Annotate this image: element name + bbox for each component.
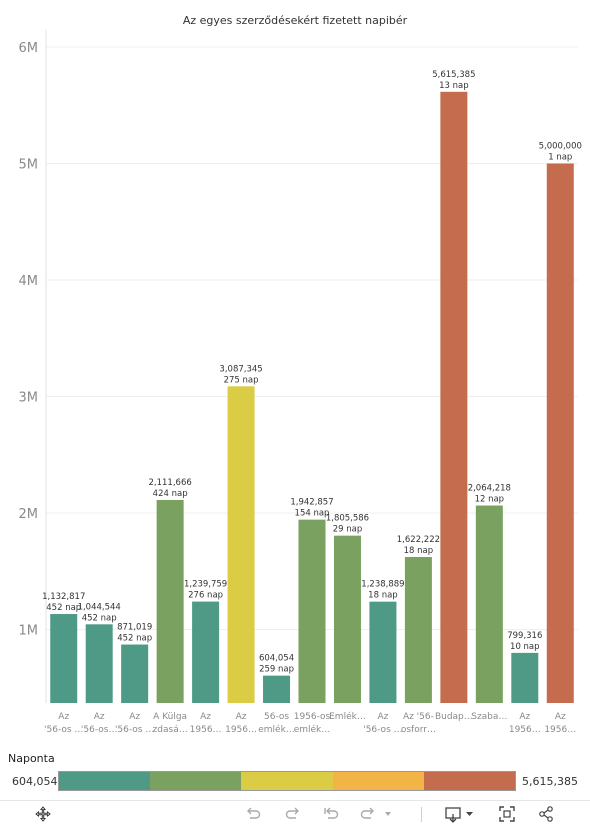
color-legend-bar[interactable] (58, 771, 516, 791)
x-tick-label-12: Szaba… (471, 712, 507, 722)
move-icon[interactable] (32, 803, 54, 825)
bar-days-label-5: 275 nap (224, 375, 259, 385)
bar-13 (511, 652, 539, 703)
chart-title: Az egyes szerződésekért fizetett napibér (182, 14, 408, 27)
bar-11 (440, 91, 468, 704)
bar-days-label-10: 18 nap (404, 546, 434, 556)
x-tick-label-line2-5: 1956… (225, 725, 257, 735)
bar-days-label-11: 13 nap (439, 81, 469, 91)
bar-value-label-13: 799,316 (507, 631, 542, 641)
legend-segment-3 (332, 772, 424, 790)
x-tick-label-13: Az (519, 712, 530, 722)
undo-icon[interactable] (242, 803, 264, 825)
bar-days-label-9: 18 nap (368, 591, 398, 601)
bar-days-label-2: 452 nap (117, 634, 152, 644)
redo-icon[interactable] (282, 803, 304, 825)
bar-days-label-8: 29 nap (333, 525, 363, 535)
bar-days-label-13: 10 nap (510, 642, 540, 652)
bar-7 (298, 519, 326, 703)
x-tick-label-14: Az (555, 712, 566, 722)
viz-toolbar (0, 800, 590, 827)
x-tick-label-4: Az (200, 712, 211, 722)
fullscreen-icon[interactable] (496, 803, 518, 825)
x-tick-label-11: Budap… (435, 712, 473, 722)
legend-title: Naponta (8, 752, 55, 765)
bar-10 (404, 557, 432, 703)
x-tick-label-5: Az (236, 712, 247, 722)
bar-14 (546, 163, 574, 703)
bar-value-label-1: 1,044,544 (78, 602, 121, 612)
bar-value-label-2: 871,019 (117, 623, 152, 633)
bar-value-label-7: 1,942,857 (290, 498, 333, 508)
legend-segment-0 (59, 772, 151, 790)
x-tick-label-1: Az (94, 712, 105, 722)
bar-value-label-6: 604,054 (259, 654, 294, 664)
x-tick-label-8: Emlék… (329, 711, 366, 722)
y-tick-label-5: 6M (19, 41, 39, 56)
x-tick-label-line2-13: 1956… (509, 725, 541, 735)
share-icon[interactable] (535, 803, 557, 825)
bar-0 (50, 614, 78, 703)
revert-icon[interactable] (320, 803, 342, 825)
bar-days-label-14: 1 nap (548, 153, 572, 163)
bar-value-label-5: 3,087,345 (219, 364, 262, 374)
x-tick-label-line2-4: 1956… (190, 725, 222, 735)
bar-value-label-3: 2,111,666 (149, 478, 192, 488)
bar-days-label-1: 452 nap (82, 613, 117, 623)
y-tick-label-1: 2M (19, 507, 39, 522)
bar-12 (475, 505, 503, 703)
bar-value-label-11: 5,615,385 (432, 70, 475, 80)
legend-segment-1 (150, 772, 242, 790)
bar-days-label-4: 276 nap (188, 591, 223, 601)
y-tick-label-3: 4M (19, 274, 39, 289)
bar-value-label-4: 1,239,759 (184, 580, 227, 590)
toolbar-separator (421, 807, 422, 822)
x-tick-label-9: Az (377, 712, 388, 722)
bar-8 (333, 535, 361, 703)
legend-segment-4 (423, 772, 516, 790)
bar-value-label-0: 1,132,817 (42, 592, 85, 602)
legend-min-label: 604,054 (12, 775, 58, 788)
refresh-icon[interactable] (358, 803, 398, 825)
x-tick-label-3: A Külga (153, 712, 187, 722)
x-tick-label-6: 56-os (264, 712, 289, 722)
bar-value-label-14: 5,000,000 (539, 142, 582, 152)
x-tick-label-2: Az (129, 712, 140, 722)
bar-6 (263, 675, 291, 703)
x-tick-label-line2-14: 1956… (544, 725, 576, 735)
x-tick-label-0: Az (58, 712, 69, 722)
x-tick-label-line2-0: '56-os … (44, 725, 83, 735)
legend-segment-2 (241, 772, 333, 790)
bar-1 (85, 624, 113, 703)
x-tick-label-line2-3: zdasá… (153, 725, 188, 735)
y-tick-label-2: 3M (19, 391, 39, 406)
x-tick-label-line2-6: emlék… (258, 724, 295, 735)
bar-value-label-8: 1,805,586 (326, 514, 369, 524)
bar-value-label-9: 1,238,889 (361, 580, 404, 590)
x-tick-label-7: 1956-os (294, 712, 331, 722)
x-tick-label-line2-10: osforr… (401, 725, 436, 735)
bar-days-label-6: 259 nap (259, 665, 294, 675)
x-tick-label-line2-7: emlék… (294, 724, 331, 735)
y-tick-label-4: 5M (19, 158, 39, 173)
bar-3 (156, 499, 184, 703)
bar-9 (369, 601, 397, 703)
x-tick-label-line2-1: '56-os… (81, 725, 118, 735)
bar-value-label-12: 2,064,218 (468, 484, 511, 494)
bar-5 (227, 386, 255, 703)
bar-value-label-10: 1,622,222 (397, 535, 440, 545)
x-tick-label-line2-9: '56-os … (363, 725, 402, 735)
bar-days-label-0: 452 nap (46, 603, 81, 613)
x-tick-label-line2-2: '56-os … (115, 725, 154, 735)
bar-4 (192, 601, 220, 703)
legend-max-label: 5,615,385 (522, 775, 578, 788)
bar-2 (121, 644, 149, 703)
bar-days-label-7: 154 nap (295, 509, 330, 519)
bar-days-label-12: 12 nap (475, 495, 505, 505)
bar-days-label-3: 424 nap (153, 489, 188, 499)
x-tick-label-10: Az '56- (403, 712, 434, 722)
y-tick-label-0: 1M (19, 624, 39, 639)
download-icon[interactable] (442, 803, 478, 825)
